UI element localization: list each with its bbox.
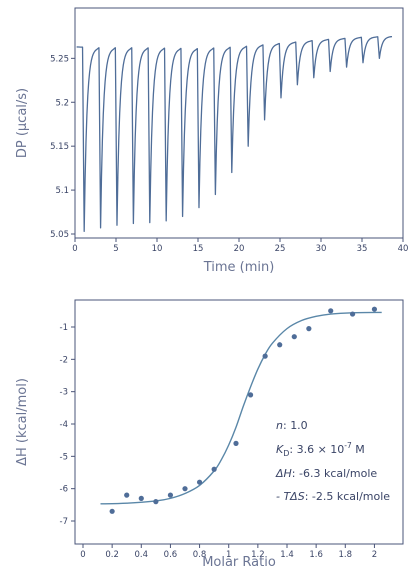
isotherm-data-point: [262, 353, 268, 359]
isotherm-fit-line: [100, 311, 382, 505]
isotherm-x-tick-label: 1: [226, 550, 231, 560]
isotherm-data-point: [291, 334, 297, 340]
thermogram-x-tick-label: 5: [113, 244, 118, 254]
param-tds: - TΔS: -2.5 kcal/mole: [276, 490, 390, 503]
isotherm-data-point: [196, 479, 203, 485]
isotherm-x-tick-label: 0.6: [164, 550, 178, 560]
isotherm-data-point: [211, 466, 217, 472]
thermogram-y-tick-label: 5.05: [50, 230, 69, 240]
isotherm-y-ticks: -7 -6 -5 -4 -3 -2 -1: [60, 323, 75, 527]
isotherm-y-tick-label: -1: [60, 323, 68, 333]
thermogram-y-axis-label: DP (μcal/s): [15, 88, 30, 158]
isotherm-x-tick-label: 2: [372, 550, 377, 560]
thermogram-trace-line: [76, 35, 393, 233]
isotherm-data-point: [109, 508, 115, 514]
isotherm-data-points: [109, 306, 378, 514]
isotherm-x-tick-label: 1.6: [309, 550, 323, 560]
isotherm-y-axis-label: ΔH (kcal/mol): [15, 378, 30, 466]
isotherm-fit-curve: [100, 311, 382, 505]
thermogram-y-tick-label: 5.2: [55, 98, 69, 108]
isotherm-data-point: [306, 326, 312, 332]
isotherm-x-tick-label: 1.8: [339, 550, 353, 560]
thermogram-x-tick-label: 40: [398, 244, 409, 254]
thermogram-y-ticks: 5.05 5.1 5.15 5.2 5.25: [50, 54, 75, 240]
isotherm-y-tick-label: -3: [60, 388, 68, 398]
thermogram-y-tick-label: 5.1: [55, 186, 69, 196]
thermogram-x-tick-label: 30: [316, 244, 327, 254]
isotherm-x-ticks: 0 0.2 0.4 0.6 0.8 1 1.2 1.4 1.6 1.8 2: [80, 544, 377, 560]
isotherm-data-point: [247, 392, 254, 398]
isotherm-data-point: [328, 308, 334, 314]
isotherm-y-tick-label: -4: [60, 420, 68, 430]
thermogram-x-tick-label: 10: [152, 244, 163, 254]
thermogram-y-tick-label: 5.25: [50, 54, 69, 64]
thermogram-y-tick-label: 5.15: [50, 142, 69, 152]
thermogram-x-tick-label: 25: [275, 244, 286, 254]
thermogram-x-tick-label: 0: [72, 244, 77, 254]
isotherm-x-tick-label: 0.4: [135, 550, 149, 560]
param-kd: KD: 3.6 × 10-7 M: [276, 441, 365, 458]
isotherm-x-tick-label: 1.4: [280, 550, 294, 560]
thermogram-x-tick-label: 15: [193, 244, 204, 254]
isotherm-y-tick-label: -7: [60, 517, 68, 527]
isotherm-panel: 0 0.2 0.4 0.6 0.8 1 1.2 1.4 1.6 1.8 2 -7 -6 -5 -4 -3 -2…: [15, 299, 404, 570]
isotherm-x-tick-label: 0.2: [105, 550, 119, 560]
isotherm-y-tick-label: -2: [60, 355, 68, 365]
isotherm-data-point: [124, 492, 130, 498]
thermogram-x-axis-label: Time (min): [203, 260, 275, 275]
thermogram-trace: [76, 35, 393, 233]
thermogram-x-ticks: 0 5 10 15 20 25 30 35 40: [72, 238, 408, 254]
isotherm-frame: [74, 299, 404, 545]
thermogram-panel: 0 5 10 15 20 25 30 35 40 5.05 5.1 5.15 5.2 5.25 Time…: [15, 7, 408, 275]
thermogram-x-tick-label: 20: [234, 244, 245, 254]
param-dh: ΔH: -6.3 kcal/mole: [275, 467, 377, 480]
isotherm-x-tick-label: 0.8: [193, 550, 207, 560]
isotherm-data-point: [277, 342, 283, 348]
isotherm-x-tick-label: 0: [80, 550, 85, 560]
thermogram-x-tick-label: 35: [357, 244, 368, 254]
isotherm-y-tick-label: -5: [60, 452, 68, 462]
isotherm-data-point: [371, 306, 378, 312]
param-n: n: 1.0: [276, 419, 308, 432]
isotherm-data-point: [138, 495, 144, 501]
isotherm-data-point: [182, 486, 188, 492]
fit-parameters: n: 1.0 KD: 3.6 × 10-7 M ΔH: -6.3 kcal/mo…: [275, 419, 390, 503]
isotherm-data-point: [349, 311, 356, 317]
isotherm-data-point: [153, 499, 159, 505]
isotherm-data-point: [233, 440, 239, 446]
isotherm-data-point: [167, 492, 174, 498]
isotherm-x-tick-label: 1.2: [251, 550, 265, 560]
thermogram-frame: [74, 7, 404, 239]
isotherm-x-axis-label: Molar Ratio: [202, 555, 276, 570]
isotherm-y-tick-label: -6: [60, 485, 68, 495]
